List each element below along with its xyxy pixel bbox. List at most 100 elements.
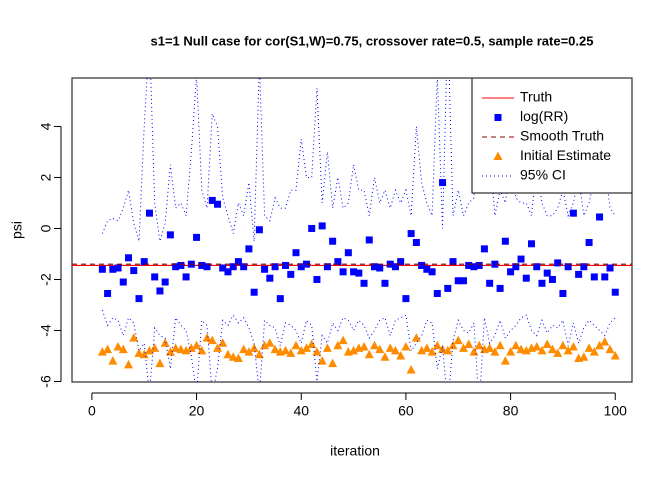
log-rr-point	[465, 261, 473, 269]
initial-estimate-point	[568, 342, 578, 351]
initial-estimate-point	[417, 345, 427, 355]
x-tick-label: 80	[503, 403, 519, 419]
log-rr-point	[397, 258, 405, 266]
log-rr-point	[611, 288, 619, 296]
log-rr-point	[261, 265, 269, 273]
initial-estimate-point	[458, 343, 468, 352]
x-axis-label: iteration	[330, 443, 380, 459]
plot-area	[72, 78, 632, 382]
initial-estimate-point	[160, 338, 170, 347]
initial-estimate-point	[521, 345, 531, 355]
log-rr-point	[240, 263, 248, 271]
initial-estimate-point	[270, 344, 280, 354]
initial-estimate-point	[165, 347, 175, 356]
initial-estimate-point	[537, 345, 547, 355]
log-rr-point	[590, 273, 598, 281]
log-rr-point	[297, 263, 305, 271]
log-rr-point	[538, 279, 546, 287]
log-rr-point	[543, 269, 551, 277]
initial-estimate-point	[595, 340, 605, 350]
log-rr-point	[501, 237, 509, 245]
log-rr-point	[229, 263, 237, 271]
initial-estimate-point	[223, 349, 233, 359]
log-rr-point	[596, 213, 604, 221]
initial-estimate-point	[296, 345, 306, 355]
legend-label: log(RR)	[520, 108, 568, 124]
log-rr-point	[507, 268, 515, 276]
log-rr-point	[276, 295, 284, 303]
log-rr-point	[151, 273, 159, 281]
log-rr-point	[308, 224, 316, 232]
log-rr-point	[203, 263, 211, 271]
x-tick-label: 20	[189, 403, 205, 419]
initial-estimate-point	[301, 343, 311, 352]
initial-estimate-point	[600, 336, 610, 346]
log-rr-point	[208, 196, 216, 204]
chart-title: s1=1 Null case for cor(S1,W)=0.75, cross…	[151, 33, 594, 48]
log-rr-point	[219, 264, 227, 272]
x-tick-label: 0	[88, 403, 96, 419]
log-rr-point	[271, 263, 279, 271]
y-axis-label: psi	[9, 221, 25, 239]
log-rr-point	[517, 255, 525, 263]
initial-estimate-point	[281, 345, 291, 355]
initial-estimate-point	[244, 347, 254, 356]
initial-estimate-point	[212, 343, 222, 352]
initial-estimate-point	[328, 358, 338, 368]
log-rr-point	[166, 231, 174, 239]
initial-estimate-point	[192, 340, 202, 350]
initial-estimate-point	[443, 345, 453, 355]
initial-estimate-point	[438, 344, 448, 354]
log-rr-point	[339, 268, 347, 276]
initial-estimate-point	[113, 342, 123, 351]
initial-estimate-point	[118, 344, 128, 354]
initial-estimate-point	[453, 335, 463, 345]
log-rr-point	[376, 264, 384, 272]
initial-estimate-point	[563, 345, 573, 355]
initial-estimate-point	[516, 344, 526, 354]
log-rr-point	[344, 249, 352, 257]
x-tick-label: 40	[293, 403, 309, 419]
y-tick-label: 2	[38, 173, 54, 181]
initial-estimate-point	[171, 343, 181, 352]
log-rr-point	[459, 277, 467, 285]
log-rr-point	[119, 278, 127, 286]
log-rr-point	[365, 236, 373, 244]
initial-estimate-point	[322, 343, 332, 352]
y-tick-label: -4	[38, 324, 54, 337]
log-rr-point	[177, 261, 185, 269]
y-tick-label: 0	[38, 224, 54, 232]
log-rr-point	[130, 267, 138, 275]
log-rr-point	[449, 258, 457, 266]
log-rr-point	[496, 284, 504, 292]
log-rr-point	[198, 261, 206, 269]
initial-estimate-point	[474, 340, 484, 350]
log-rr-point	[245, 245, 253, 253]
log-rr-point	[234, 258, 242, 266]
initial-estimate-point	[375, 344, 385, 354]
initial-estimate-point	[150, 343, 160, 352]
log-rr-point	[355, 269, 363, 277]
initial-estimate-point	[218, 338, 228, 347]
initial-estimate-point	[579, 352, 589, 361]
log-rr-point	[428, 268, 436, 276]
log-rr-point	[350, 268, 358, 276]
log-rr-point	[433, 290, 441, 298]
initial-estimate-point	[103, 344, 113, 354]
log-rr-point	[224, 268, 232, 276]
log-rr-point	[161, 278, 169, 286]
initial-estimate-point	[338, 335, 348, 345]
log-rr-point	[554, 259, 562, 267]
ci-line	[101, 309, 616, 382]
log-rr-point	[313, 275, 321, 283]
log-rr-point	[512, 263, 520, 271]
initial-estimate-point	[485, 343, 495, 352]
legend-symbol	[493, 151, 503, 160]
initial-estimate-point	[390, 345, 400, 355]
log-rr-point	[323, 263, 331, 271]
log-rr-point	[287, 270, 295, 278]
initial-estimate-point	[254, 349, 264, 359]
initial-estimate-point	[364, 349, 374, 359]
log-rr-point	[548, 275, 556, 283]
log-rr-point	[391, 263, 399, 271]
